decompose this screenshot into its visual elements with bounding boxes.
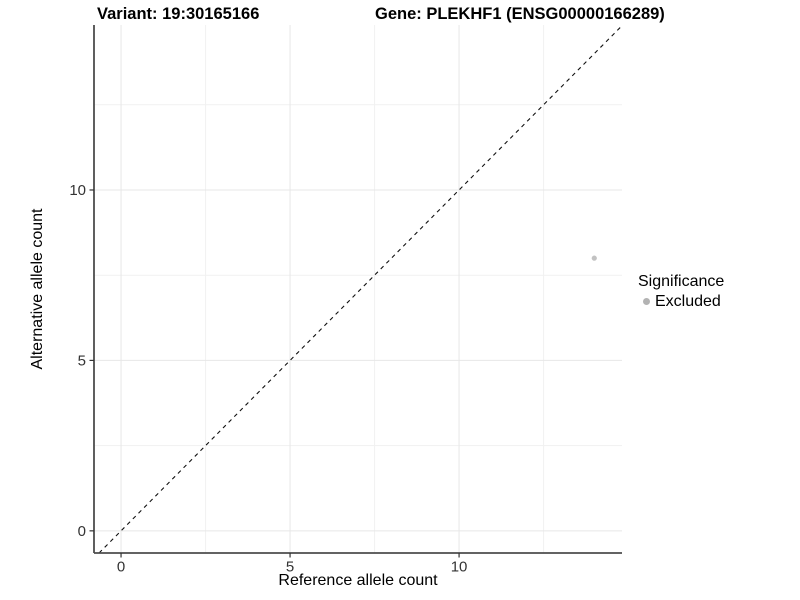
- x-tick-label: 5: [286, 559, 294, 576]
- y-tick-label: 10: [69, 182, 86, 199]
- y-tick-label: 5: [78, 353, 86, 370]
- gene-title: Gene: PLEKHF1 (ENSG00000166289): [375, 5, 665, 23]
- x-tick-label: 10: [451, 559, 468, 576]
- y-axis-label: Alternative allele count: [29, 208, 46, 370]
- legend-key: [638, 293, 655, 310]
- data-point: [591, 255, 597, 261]
- identity-dashed-line: [98, 25, 623, 554]
- legend-point-icon: [643, 298, 650, 305]
- x-axis-label: Reference allele count: [278, 572, 438, 589]
- legend: Significance Excluded: [638, 273, 724, 310]
- variant-title: Variant: 19:30165166: [97, 5, 260, 23]
- x-tick-label: 0: [117, 559, 125, 576]
- legend-item-label: Excluded: [655, 292, 721, 310]
- legend-title: Significance: [638, 273, 725, 290]
- y-tick-label: 0: [78, 523, 86, 540]
- legend-item-excluded: Excluded: [638, 293, 724, 310]
